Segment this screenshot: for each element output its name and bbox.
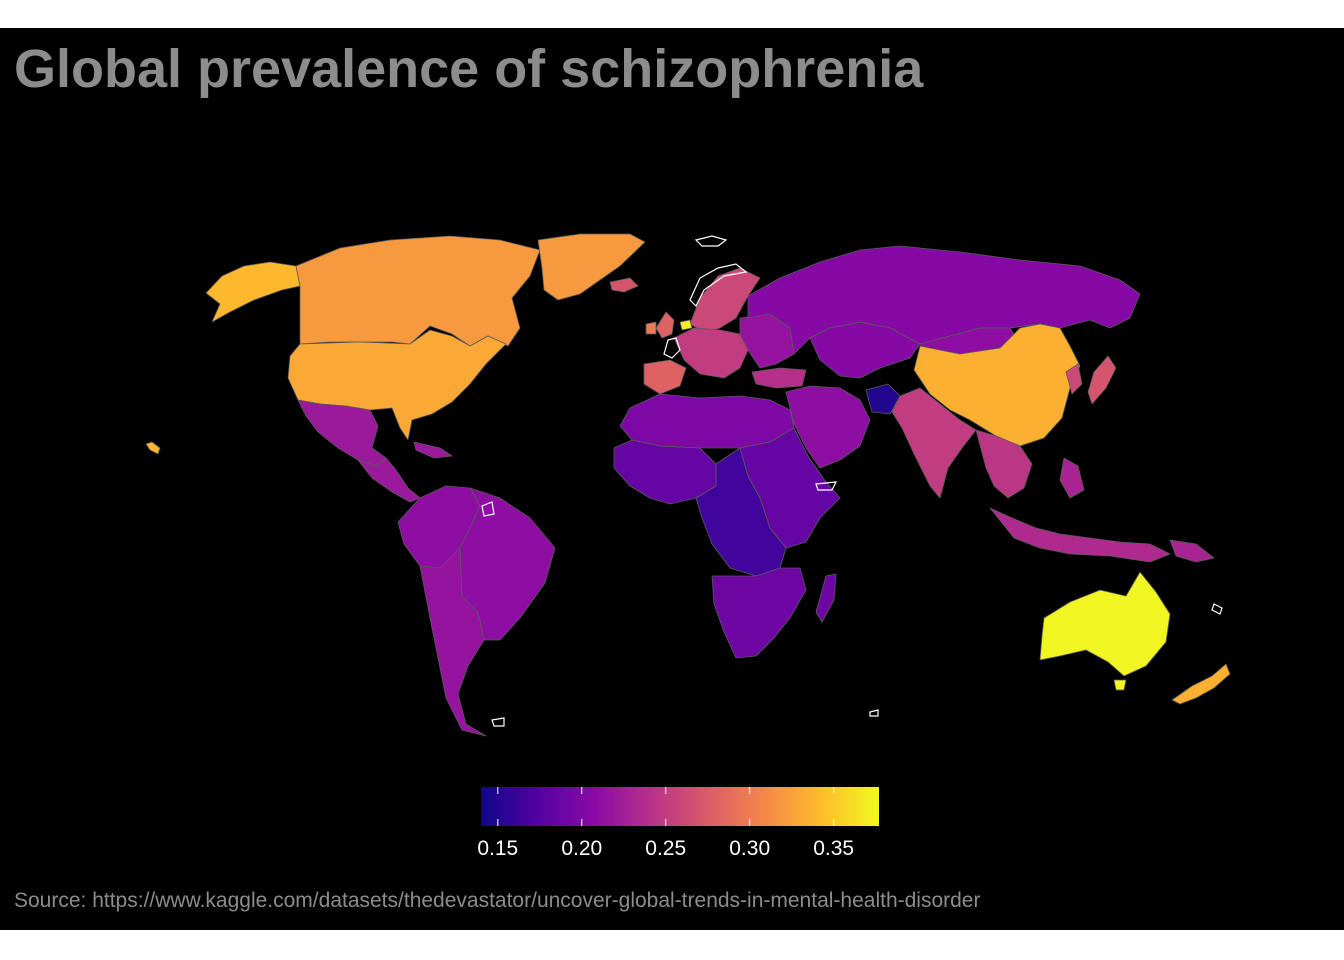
plot-panel: Global prevalence of schizophrenia — [0, 28, 1344, 930]
no-data-south-island — [869, 709, 879, 717]
region-brazil — [459, 487, 556, 641]
region-china — [913, 323, 1081, 447]
region-new-zealand — [1171, 663, 1231, 705]
no-data-new-caledonia — [1211, 603, 1223, 615]
region-alaska — [205, 261, 301, 323]
region-west-africa — [613, 439, 717, 505]
region-papua-new-guinea — [1169, 539, 1215, 563]
region-hawaii — [145, 441, 161, 455]
region-philippines — [1059, 457, 1085, 499]
region-north-africa — [619, 393, 795, 449]
region-australia — [1039, 571, 1171, 677]
region-madagascar — [815, 573, 837, 623]
no-data-somaliland — [815, 481, 838, 491]
region-netherlands — [679, 319, 693, 331]
no-data-svalbard — [694, 235, 728, 247]
region-canada — [295, 235, 541, 347]
region-korea — [1065, 363, 1083, 395]
world-map — [145, 233, 1231, 737]
legend-tick-labels: 0.15 0.20 0.25 0.30 0.35 — [440, 836, 920, 866]
color-legend — [481, 787, 879, 826]
legend-gradient-bar — [481, 787, 879, 826]
region-ireland — [645, 321, 657, 335]
legend-tick-label: 0.25 — [645, 837, 687, 860]
region-japan — [1087, 355, 1117, 405]
region-central-america — [357, 457, 421, 503]
legend-tick-label: 0.15 — [477, 837, 519, 860]
region-middle-east — [785, 385, 871, 469]
region-southeast-asia — [975, 429, 1033, 499]
legend-tick-label: 0.35 — [813, 837, 855, 860]
region-central-asia — [809, 321, 921, 379]
region-turkey — [751, 367, 807, 389]
legend-tick-label: 0.20 — [561, 837, 603, 860]
region-southern-cone — [419, 547, 487, 737]
region-southern-africa — [711, 567, 807, 659]
region-caribbean — [413, 441, 453, 459]
region-united-kingdom — [655, 311, 675, 339]
region-iberia — [643, 359, 687, 395]
legend-tick-label: 0.30 — [729, 837, 771, 860]
region-western-europe — [673, 327, 749, 379]
region-tasmania — [1113, 679, 1127, 691]
no-data-falklands — [491, 717, 505, 727]
region-greenland — [537, 233, 646, 301]
chart-title: Global prevalence of schizophrenia — [14, 39, 924, 99]
region-afghanistan — [865, 383, 901, 415]
region-india — [891, 387, 977, 499]
region-iceland — [609, 277, 639, 293]
no-data-french-guiana — [481, 501, 495, 517]
no-data-france-coast — [663, 337, 681, 359]
no-data-north-europe — [689, 263, 748, 308]
region-indonesia — [989, 507, 1171, 563]
source-caption: Source: https://www.kaggle.com/datasets/… — [14, 889, 981, 912]
